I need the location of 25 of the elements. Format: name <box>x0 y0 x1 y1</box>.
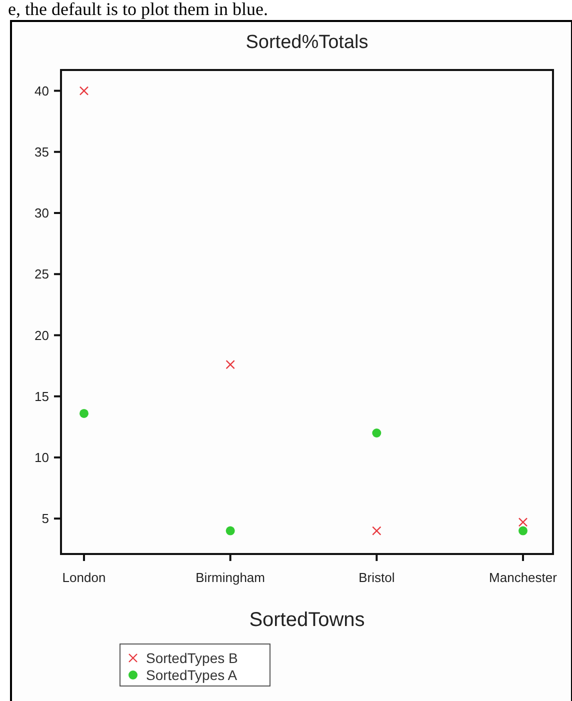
x-tick-label: Birmingham <box>196 570 266 585</box>
legend-label: SortedTypes A <box>146 666 238 683</box>
y-tick-label: 20 <box>34 328 49 343</box>
y-tick-label: 15 <box>34 388 49 404</box>
point <box>226 526 235 536</box>
y-tick-label: 35 <box>34 144 49 160</box>
point <box>79 86 89 96</box>
y-tick-label: 40 <box>34 83 49 98</box>
point <box>80 408 88 418</box>
chart-title: Sorted%Totals <box>246 32 368 53</box>
legend-label: SortedTypes B <box>146 650 238 666</box>
point <box>372 428 382 438</box>
x-axis-title: SortedTowns <box>249 609 365 631</box>
y-tick-label: 25 <box>34 266 49 282</box>
y-tick-label: 30 <box>34 206 49 221</box>
point <box>518 526 528 536</box>
x-tick-label: Bristol <box>358 570 395 585</box>
text: e, the default is to plot them in blue. <box>8 0 268 19</box>
x-tick-label: London <box>62 570 106 585</box>
y-tick-label: 10 <box>34 450 49 465</box>
point <box>372 526 382 536</box>
x-tick-label: Manchester <box>489 570 558 585</box>
point <box>518 518 528 527</box>
point <box>226 360 235 370</box>
y-tick-label: 5 <box>42 511 49 526</box>
